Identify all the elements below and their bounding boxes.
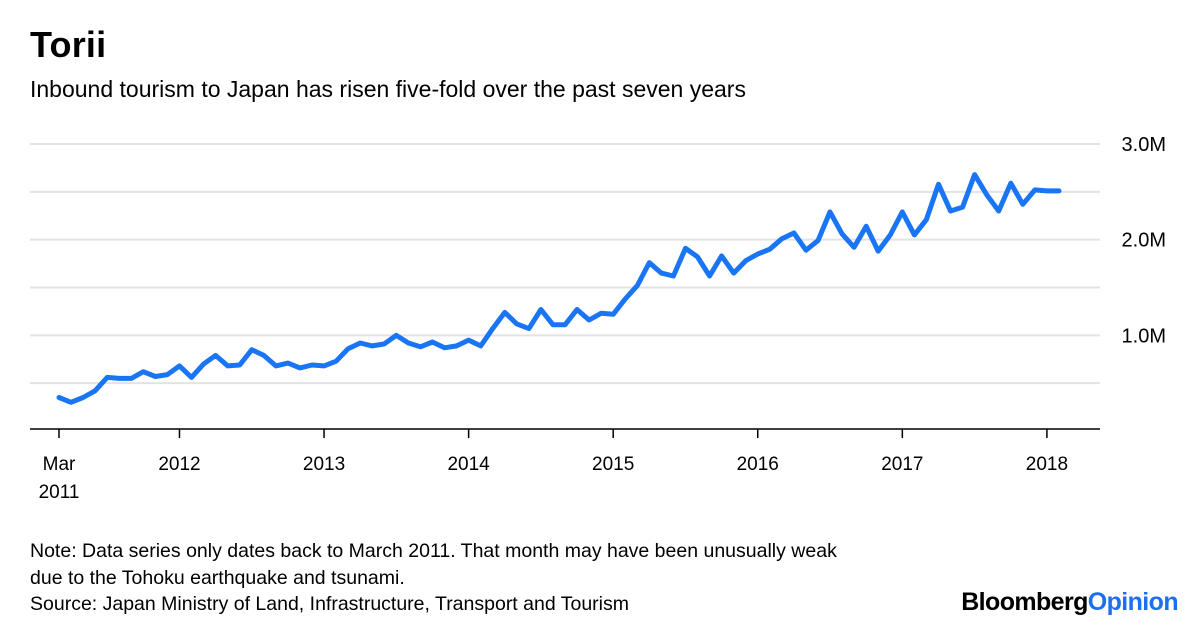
x-axis-labels: Mar 2011 2012 2013 2014 2015 2016 2017 2018 [39, 454, 1068, 503]
gridlines [30, 143, 1100, 385]
chart-subtitle: Inbound tourism to Japan has risen five-… [30, 76, 746, 102]
x-tick-label: 2014 [447, 454, 490, 475]
x-axis [30, 428, 1100, 438]
note-line-1: Note: Data series only dates back to Mar… [30, 540, 837, 562]
x-tick-label: 2013 [303, 454, 345, 475]
brand-accent: Opinion [1087, 588, 1179, 616]
y-tick-label: 3.0M [1122, 134, 1166, 156]
x-tick-label: 2016 [737, 454, 779, 475]
series-layer [56, 172, 1062, 405]
x-tick-label-line2: 2011 [39, 482, 80, 503]
footnote: Note: Data series only dates back to Mar… [30, 538, 837, 618]
y-axis: 3.0M 2.0M 1.0M [1122, 134, 1166, 347]
bloomberg-opinion-logo: BloombergOpinion [961, 588, 1178, 617]
chart-title: Torii [30, 24, 107, 65]
x-tick-label: Mar [43, 454, 76, 475]
x-tick-label: 2015 [592, 454, 634, 475]
x-tick-label: 2017 [881, 454, 923, 475]
y-tick-label: 2.0M [1122, 230, 1166, 252]
x-tick-label: 2012 [158, 454, 200, 475]
brand-main: Bloomberg [961, 588, 1088, 616]
line-chart: 3.0M 2.0M 1.0M Mar 2011 2012 2013 2014 2015 2016… [30, 134, 1166, 503]
series-line [56, 172, 1062, 405]
x-tick-label: 2018 [1026, 454, 1068, 475]
note-line-2: due to the Tohoku earthquake and tsunami… [30, 566, 405, 589]
y-tick-label: 1.0M [1122, 325, 1166, 347]
source-line: Source: Japan Ministry of Land, Infrastr… [30, 593, 630, 615]
